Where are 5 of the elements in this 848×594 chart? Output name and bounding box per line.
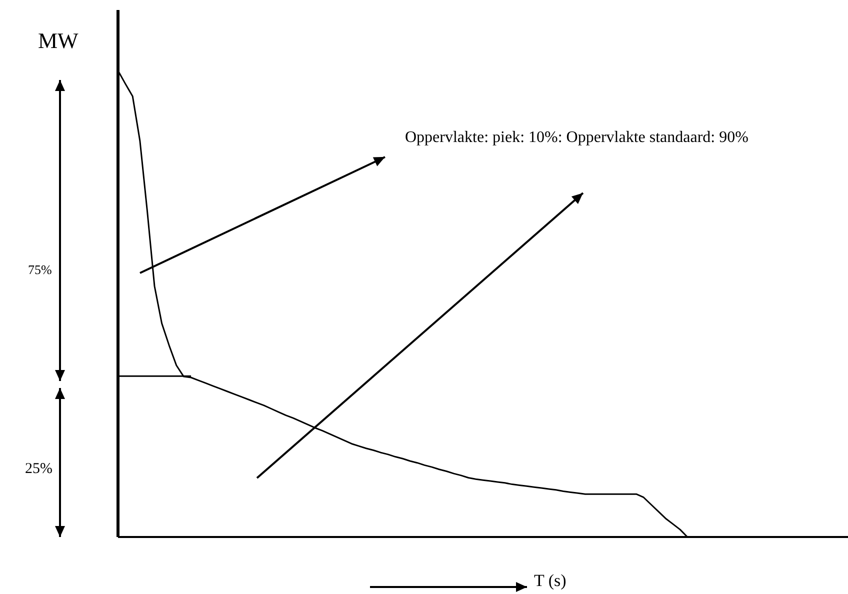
x-axis-title: T (s) xyxy=(534,571,566,591)
annotation: Oppervlakte: piek: 10%: Oppervlakte standaard: 90% xyxy=(405,128,750,148)
text: 75% xyxy=(28,262,53,279)
text: 25% xyxy=(25,460,54,479)
y-axis-title: MW xyxy=(38,28,78,54)
